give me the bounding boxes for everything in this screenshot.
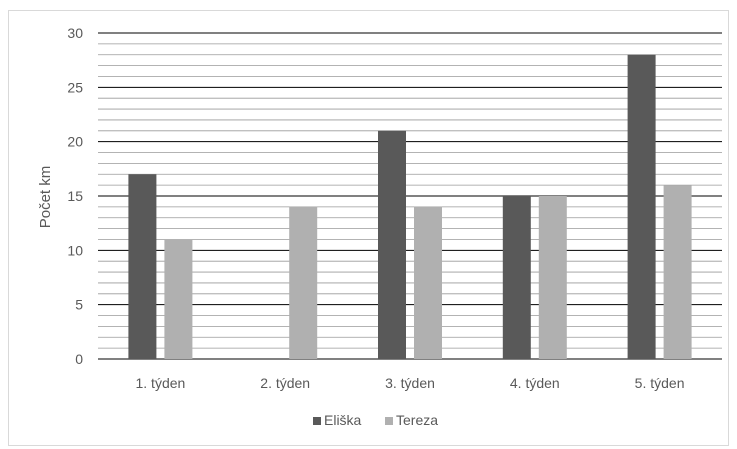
- bar: [164, 239, 193, 359]
- bars: [128, 54, 692, 359]
- legend: Eliška Tereza: [313, 412, 438, 428]
- bar: [502, 196, 531, 359]
- x-tick-label: 2. týden: [260, 375, 310, 391]
- legend-swatch: [313, 417, 321, 425]
- legend-label: Tereza: [396, 412, 438, 428]
- x-tick-label: 1. týden: [135, 375, 185, 391]
- bar: [627, 54, 656, 359]
- bar: [378, 130, 406, 359]
- bar: [128, 174, 157, 359]
- y-tick-label: 15: [67, 188, 83, 204]
- legend-swatch: [385, 417, 393, 425]
- bar: [289, 206, 318, 359]
- y-tick-label: 30: [67, 25, 83, 41]
- y-axis-label: Počet km: [37, 166, 54, 229]
- y-tick-label: 5: [75, 297, 83, 313]
- bar: [663, 185, 692, 359]
- legend-label: Eliška: [324, 412, 362, 428]
- gridlines: [98, 32, 722, 360]
- x-tick-label: 5. týden: [635, 375, 685, 391]
- y-tick-label: 20: [67, 134, 83, 150]
- x-tick-label: 3. týden: [385, 375, 435, 391]
- y-axis-ticks: 0 5 10 15 20 25 30: [67, 25, 83, 367]
- x-axis-ticks: 1. týden 2. týden 3. týden 4. týden 5. týden: [135, 375, 684, 391]
- bar: [414, 206, 442, 359]
- chart-frame: [8, 10, 729, 446]
- y-tick-label: 25: [67, 79, 83, 95]
- y-tick-label: 10: [67, 242, 83, 258]
- bar: [538, 196, 567, 359]
- y-tick-label: 0: [75, 351, 83, 367]
- x-tick-label: 4. týden: [510, 375, 560, 391]
